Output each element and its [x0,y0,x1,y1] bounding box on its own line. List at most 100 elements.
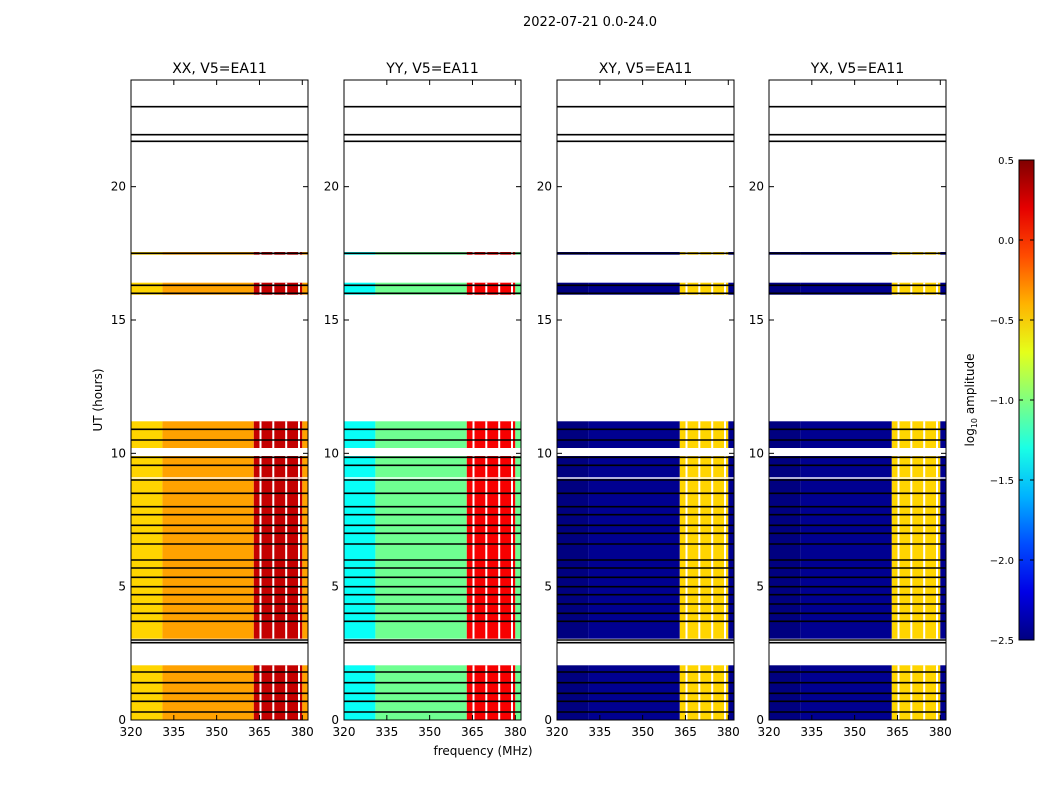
heatmap-cell-3-1 [800,421,892,448]
x-tick-label: 380 [717,725,740,739]
flagged-channel [511,282,513,295]
heatmap-cell-2-1 [375,456,467,478]
y-tick-label: 15 [111,313,126,327]
heatmap-cell-4-3 [728,282,734,295]
heatmap-cell-3-0 [557,421,589,448]
heatmap-cell-1-2 [253,478,303,639]
heatmap-cell-2-2 [891,456,941,478]
x-tick-label: 380 [929,725,952,739]
heatmap-cell-2-1 [162,456,254,478]
x-tick-label: 365 [248,725,271,739]
flagged-channel [485,282,488,295]
heatmap-cell-3-2 [679,421,729,448]
colorbar-label: log10 amplitude [963,354,979,447]
y-tick-label: 10 [749,446,764,460]
x-tick-label: 320 [758,725,781,739]
heatmap-cell-2-0 [131,456,163,478]
heatmap-cell-2-3 [302,456,308,478]
y-tick-label: 0 [118,713,126,727]
x-tick-label: 365 [461,725,484,739]
x-axis-label: frequency (MHz) [433,744,532,758]
colorbar: 0.5 0.0 −0.5 −1.0 −1.5 −2.0 −2.5 [990,156,1035,647]
heatmap-cell-3-2 [253,421,303,448]
heatmap-cell-2-1 [800,456,892,478]
heatmap-cell-2-3 [940,456,946,478]
flagged-channel [936,282,938,295]
flagged-channel [272,421,275,448]
flagged-channel [285,421,288,448]
panels: 320 335 350 365 380 0 5 10 15 20 XX, V5=EA11 320 335… [111,61,952,739]
colorbar-label-base: 10 [970,418,979,428]
flagged-channel [472,282,475,295]
heatmap-cell-2-2 [679,456,729,478]
heatmap-cell-1-1 [800,478,892,639]
flagged-channel [498,282,501,295]
heatmap-cell-3-0 [131,421,163,448]
flagged-channel [685,282,688,295]
flagged-channel [711,282,714,295]
heatmap-cell-1-1 [375,478,467,639]
heatmap-cell-3-3 [515,421,521,448]
x-tick-label: 335 [162,725,185,739]
x-tick-label: 335 [375,725,398,739]
flagged-channel [910,421,913,448]
flagged-channel [259,282,262,295]
flagged-channel [910,282,913,295]
colorbar-label-log: log [963,428,977,446]
flagged-channel [897,282,900,295]
y-tick-label: 5 [544,580,552,594]
y-tick-label: 10 [537,446,552,460]
flagged-channel [272,478,275,639]
x-tick-label: 320 [333,725,356,739]
heatmap-cell-3-2 [891,421,941,448]
panel-title: YY, V5=EA11 [385,61,478,77]
flagged-channel [285,282,288,295]
flagged-channel [936,456,938,478]
heatmap-cell-4-3 [515,282,521,295]
x-tick-label: 350 [843,725,866,739]
flagged-channel [910,456,913,478]
flagged-channel [472,421,475,448]
y-tick-label: 10 [324,446,339,460]
flagged-channel [472,456,475,478]
heatmap-cell-1-0 [769,478,801,639]
heatmap-cell-3-1 [588,421,680,448]
flagged-channel [259,478,262,639]
y-tick-label: 20 [749,180,764,194]
flagged-channel [724,456,726,478]
flagged-channel [897,456,900,478]
flagged-channel [485,421,488,448]
flagged-channel [511,421,513,448]
heatmap-cell-1-0 [344,478,376,639]
y-tick-label: 15 [537,313,552,327]
flagged-channel [897,421,900,448]
flagged-channel [923,478,926,639]
heatmap-cell-2-2 [253,456,303,478]
colorbar-label-text: amplitude [963,354,977,418]
colorbar-tick-label: 0.5 [998,156,1014,167]
y-tick-label: 20 [111,180,126,194]
heatmap-cell-2-2 [466,456,516,478]
x-tick-label: 350 [418,725,441,739]
colorbar-tick-label: −2.0 [990,556,1014,567]
heatmap-cell-1-1 [588,478,680,639]
flagged-channel [923,421,926,448]
heatmap-cell-3-0 [344,421,376,448]
flagged-channel [698,456,701,478]
heatmap-cell-3-3 [940,421,946,448]
panel-title: XX, V5=EA11 [172,61,267,77]
flagged-channel [910,478,913,639]
flagged-channel [698,282,701,295]
flagged-channel [298,282,300,295]
flagged-channel [711,421,714,448]
panel-title: YX, V5=EA11 [810,61,905,77]
panel-frame [130,79,309,721]
heatmap-cell-1-3 [515,478,521,639]
heatmap-cell-1-2 [891,478,941,639]
heatmap-cell-3-1 [375,421,467,448]
flagged-channel [272,456,275,478]
y-tick-label: 0 [544,713,552,727]
flagged-channel [285,456,288,478]
heatmap-cell-2-0 [557,456,589,478]
